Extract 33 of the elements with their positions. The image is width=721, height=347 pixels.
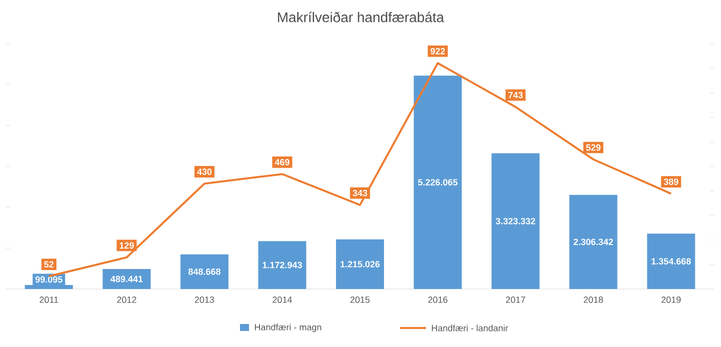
bar	[492, 153, 540, 289]
data-label: 848.668	[188, 268, 220, 275]
legend-label: Handfæri - magn	[254, 324, 322, 332]
x-tick-label: 2014	[272, 296, 292, 303]
data-label: 469	[274, 159, 290, 166]
x-tick-label: 2011	[40, 296, 58, 303]
x-tick-label: 2015	[350, 296, 370, 303]
data-label: 430	[197, 168, 212, 175]
data-label: 3.323.332	[496, 218, 536, 224]
data-label: 389	[664, 178, 678, 185]
bar	[414, 76, 462, 289]
data-label: 743	[508, 92, 523, 98]
legend-label: Handfæri - landanir	[432, 324, 508, 332]
data-label: 922	[430, 48, 445, 54]
data-label: 1.354.668	[652, 258, 691, 265]
data-label: 489.441	[110, 276, 143, 282]
x-tick-label: 2012	[117, 296, 136, 303]
data-label: 1.172.943	[262, 262, 302, 268]
data-label: 2.306.342	[574, 238, 613, 246]
chart-title: Makrílveiðar handfærabáta	[278, 12, 444, 22]
x-tick-label: 2018	[584, 296, 603, 303]
data-label: 129	[120, 242, 134, 249]
data-label: 52	[44, 261, 54, 268]
data-label: 343	[352, 190, 368, 196]
x-tick-label: 2017	[506, 296, 526, 303]
data-label: 1.215.026	[340, 260, 380, 268]
data-label: 99.095	[35, 276, 62, 283]
x-tick-label: 2019	[662, 296, 681, 303]
data-label: 529	[586, 144, 600, 151]
data-label: 5.226.065	[418, 179, 458, 186]
x-tick-label: 2016	[428, 296, 448, 303]
bar	[569, 194, 618, 289]
x-tick-label: 2013	[194, 296, 214, 303]
